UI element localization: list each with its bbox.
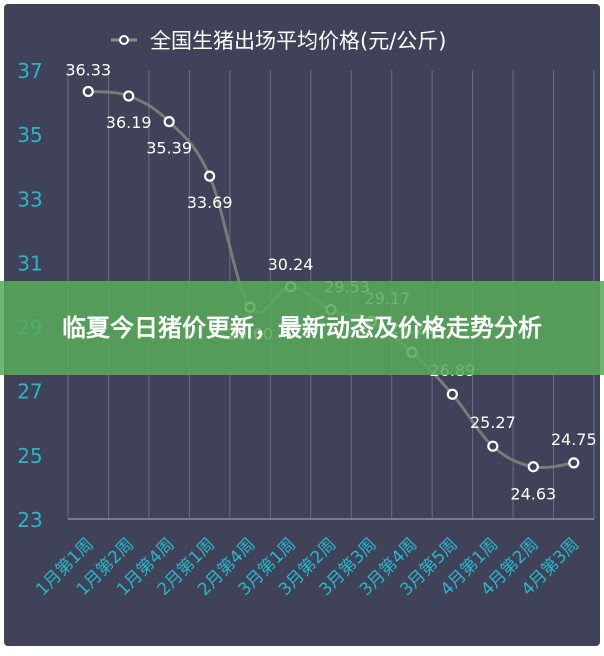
data-point	[527, 461, 539, 473]
y-tick-label: 27	[17, 380, 42, 404]
data-point	[446, 388, 458, 400]
data-label: 35.39	[146, 139, 192, 158]
data-point	[82, 85, 94, 98]
data-label: 33.69	[187, 193, 233, 212]
y-tick-label: 25	[17, 444, 42, 468]
legend-marker	[119, 35, 129, 45]
data-label: 24.75	[551, 430, 597, 449]
headline-banner: 临夏今日猪价更新，最新动态及价格走势分析	[0, 281, 604, 375]
y-tick-label: 33	[17, 187, 42, 211]
data-label: 25.27	[470, 413, 516, 432]
y-tick-label: 35	[17, 123, 42, 147]
data-label: 36.33	[65, 60, 111, 79]
data-point	[487, 440, 499, 452]
y-tick-label: 37	[17, 59, 42, 83]
headline-text: 临夏今日猪价更新，最新动态及价格走势分析	[62, 314, 542, 342]
data-point	[568, 457, 580, 469]
y-tick-label: 31	[17, 251, 42, 275]
legend: 全国生猪出场平均价格(元/公斤)	[111, 29, 446, 53]
data-label: 30.24	[268, 255, 314, 274]
y-tick-label: 23	[17, 508, 42, 532]
data-label: 24.63	[510, 485, 556, 504]
x-axis-ticks: 1月第1周1月第2周1月第4周2月第1周2月第4周3月第1周3月第2周3月第3周…	[32, 534, 583, 600]
y-axis-ticks: 2325272931333537	[17, 59, 42, 532]
data-label: 36.19	[106, 113, 152, 132]
legend-label: 全国生猪出场平均价格(元/公斤)	[150, 29, 446, 53]
data-point	[204, 170, 216, 182]
data-point	[163, 116, 175, 128]
data-point	[123, 90, 135, 102]
